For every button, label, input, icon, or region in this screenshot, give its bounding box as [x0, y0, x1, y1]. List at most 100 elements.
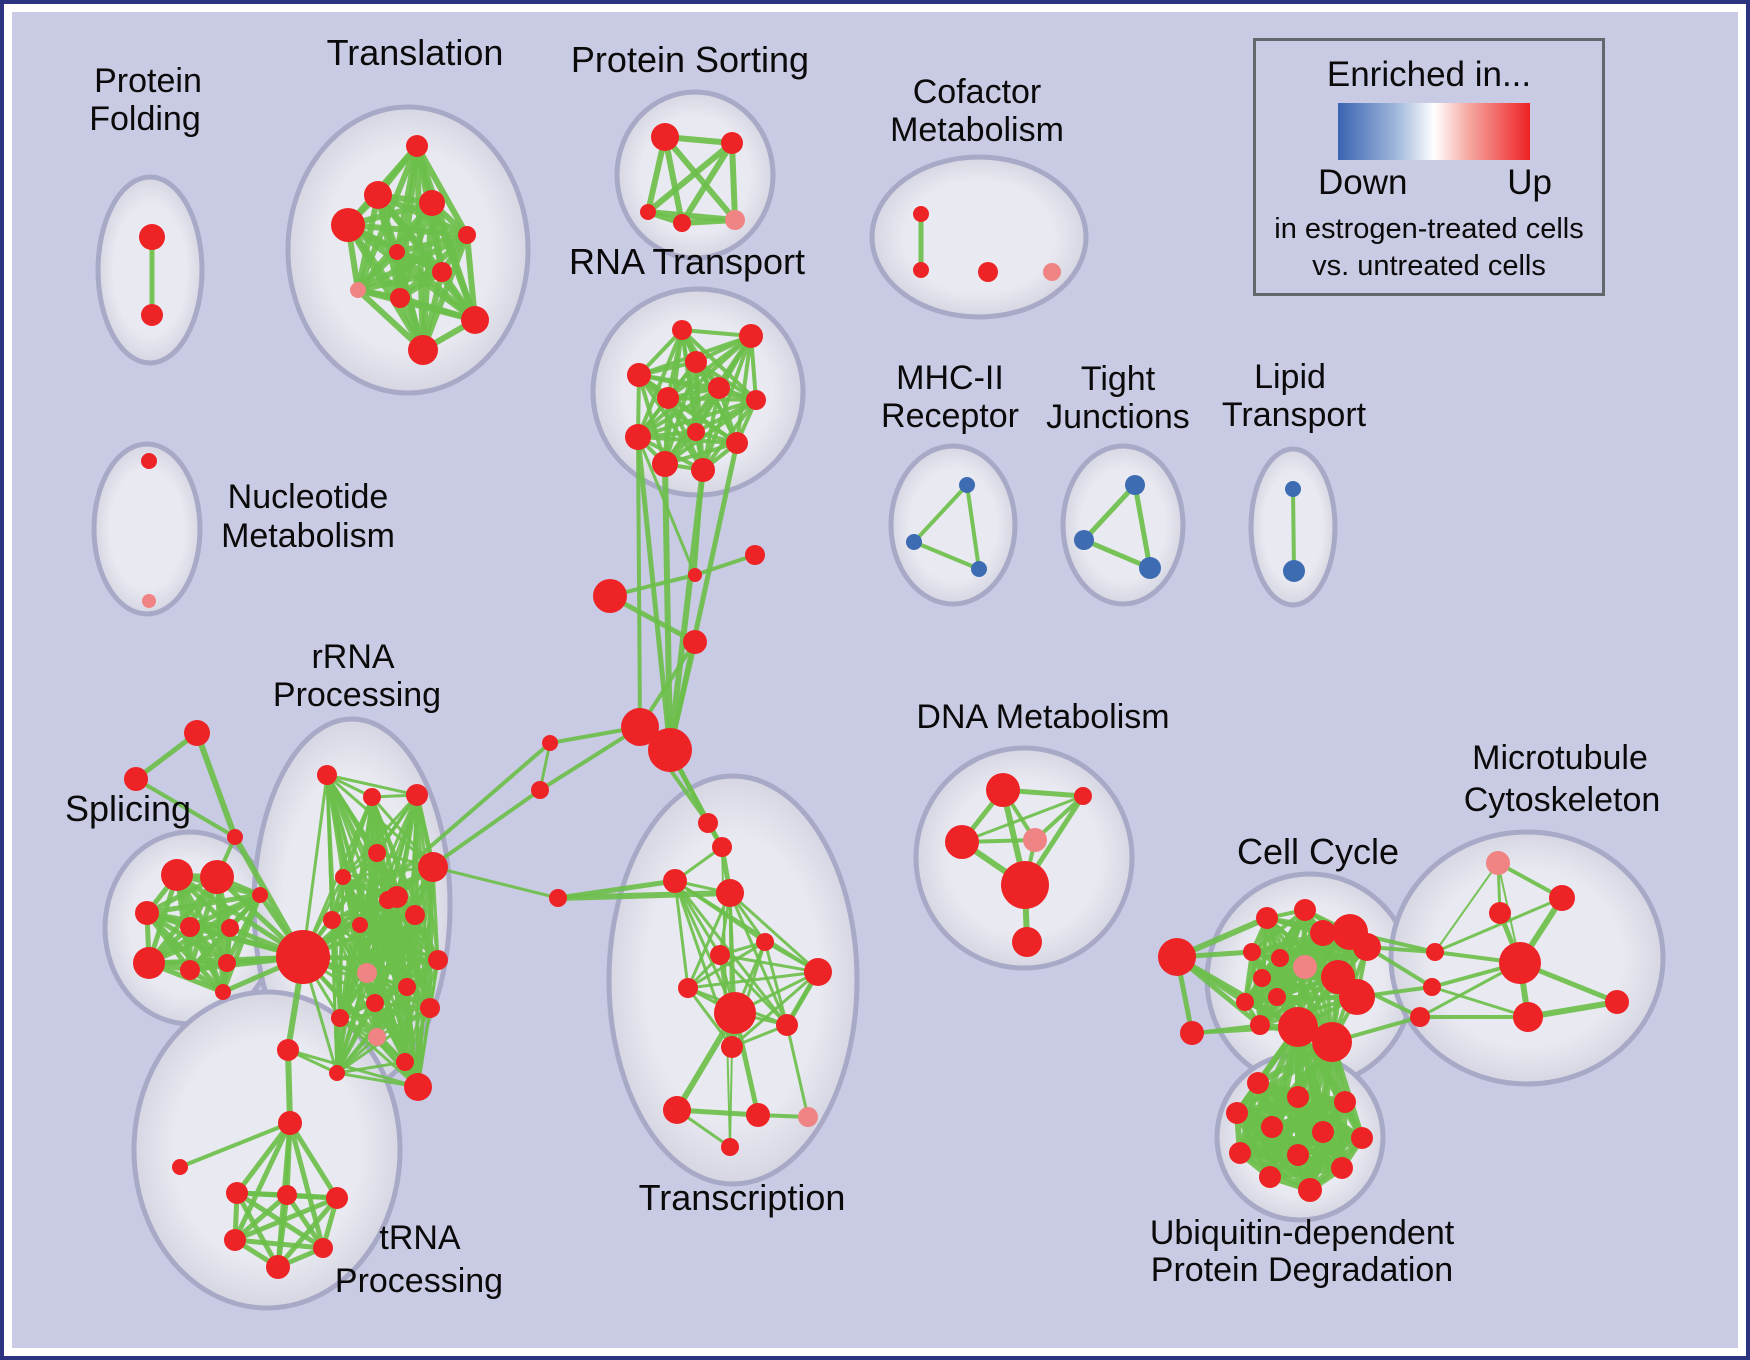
network-node[interactable] — [1259, 1166, 1281, 1188]
network-edge[interactable] — [1291, 487, 1296, 573]
network-edge[interactable] — [693, 468, 705, 577]
network-node[interactable] — [1285, 481, 1301, 497]
network-edge[interactable] — [636, 435, 642, 729]
network-node[interactable] — [708, 377, 730, 399]
network-edge[interactable] — [144, 892, 263, 916]
network-node[interactable] — [683, 630, 707, 654]
network-node[interactable] — [432, 262, 452, 282]
network-node[interactable] — [804, 958, 832, 986]
network-node[interactable] — [221, 919, 239, 937]
network-edge[interactable] — [338, 913, 417, 1020]
network-edge[interactable] — [220, 892, 263, 995]
network-edge[interactable] — [285, 1047, 293, 1126]
network-node[interactable] — [1489, 902, 1511, 924]
network-node[interactable] — [1339, 979, 1375, 1015]
network-edge[interactable] — [636, 386, 721, 439]
network-edge[interactable] — [693, 553, 757, 577]
network-edge[interactable] — [178, 1121, 292, 1169]
network-edge[interactable] — [1434, 862, 1499, 953]
network-node[interactable] — [226, 1182, 248, 1204]
network-node[interactable] — [266, 1255, 290, 1279]
network-node[interactable] — [331, 208, 365, 242]
network-edge[interactable] — [555, 890, 733, 901]
network-node[interactable] — [1268, 988, 1286, 1006]
network-edge[interactable] — [636, 435, 739, 445]
network-edge[interactable] — [701, 386, 721, 472]
network-edge[interactable] — [1174, 954, 1301, 1030]
network-edge[interactable] — [275, 1192, 290, 1270]
network-edge[interactable] — [1243, 995, 1359, 1004]
network-node[interactable] — [396, 1053, 414, 1071]
network-edge[interactable] — [431, 865, 560, 900]
network-edge[interactable] — [1081, 537, 1153, 571]
network-node[interactable] — [363, 788, 381, 806]
network-node[interactable] — [1256, 907, 1278, 929]
network-edge[interactable] — [635, 434, 673, 753]
network-edge[interactable] — [345, 222, 470, 238]
network-node[interactable] — [364, 181, 392, 209]
network-node[interactable] — [746, 1103, 770, 1127]
network-edge[interactable] — [538, 725, 642, 792]
network-edge[interactable] — [728, 891, 820, 974]
network-node[interactable] — [389, 244, 405, 260]
network-edge[interactable] — [286, 1048, 420, 1089]
network-node[interactable] — [640, 204, 656, 220]
network-node[interactable] — [142, 594, 156, 608]
network-edge[interactable] — [144, 910, 226, 995]
network-edge[interactable] — [636, 398, 758, 439]
network-node[interactable] — [317, 765, 337, 785]
network-edge[interactable] — [355, 249, 400, 293]
network-edge[interactable] — [701, 334, 753, 472]
network-edge[interactable] — [1267, 1165, 1345, 1180]
network-node[interactable] — [1283, 560, 1305, 582]
network-node[interactable] — [672, 320, 692, 340]
network-node[interactable] — [1001, 861, 1049, 909]
network-edge[interactable] — [1433, 896, 1564, 954]
network-node[interactable] — [627, 363, 651, 387]
network-edge[interactable] — [464, 232, 478, 323]
network-edge[interactable] — [338, 1016, 420, 1089]
network-node[interactable] — [406, 135, 428, 157]
network-node[interactable] — [350, 282, 366, 298]
network-edge[interactable] — [134, 777, 237, 839]
network-node[interactable] — [549, 889, 567, 907]
network-edge[interactable] — [636, 328, 684, 439]
network-edge[interactable] — [729, 1046, 733, 1148]
network-node[interactable] — [945, 825, 979, 859]
network-node[interactable] — [971, 561, 987, 577]
network-node[interactable] — [420, 998, 440, 1018]
network-node[interactable] — [139, 224, 165, 250]
network-node[interactable] — [1293, 955, 1317, 979]
network-node[interactable] — [913, 262, 929, 278]
network-node[interactable] — [224, 1229, 246, 1251]
network-edge[interactable] — [912, 540, 981, 571]
network-edge[interactable] — [686, 940, 767, 990]
network-edge[interactable] — [325, 773, 419, 797]
network-node[interactable] — [1261, 1116, 1283, 1138]
network-node[interactable] — [357, 963, 377, 983]
network-node[interactable] — [366, 994, 384, 1012]
network-node[interactable] — [1023, 828, 1047, 852]
network-node[interactable] — [404, 1073, 432, 1101]
network-node[interactable] — [1043, 263, 1061, 281]
network-node[interactable] — [252, 887, 268, 903]
network-node[interactable] — [352, 917, 368, 933]
network-node[interactable] — [721, 1036, 743, 1058]
network-edge[interactable] — [667, 467, 706, 753]
network-node[interactable] — [593, 579, 627, 613]
network-node[interactable] — [691, 458, 715, 482]
network-edge[interactable] — [1234, 1099, 1348, 1116]
network-edge[interactable] — [429, 200, 478, 323]
network-node[interactable] — [1423, 978, 1441, 996]
network-node[interactable] — [1513, 1002, 1543, 1032]
network-node[interactable] — [685, 351, 707, 373]
network-edge[interactable] — [636, 435, 697, 577]
network-node[interactable] — [379, 891, 397, 909]
network-node[interactable] — [277, 1039, 299, 1061]
network-node[interactable] — [663, 1096, 691, 1124]
network-node[interactable] — [368, 1028, 386, 1046]
network-node[interactable] — [1298, 1178, 1322, 1202]
network-node[interactable] — [906, 534, 922, 550]
network-edge[interactable] — [686, 986, 734, 1049]
network-node[interactable] — [277, 1185, 297, 1205]
